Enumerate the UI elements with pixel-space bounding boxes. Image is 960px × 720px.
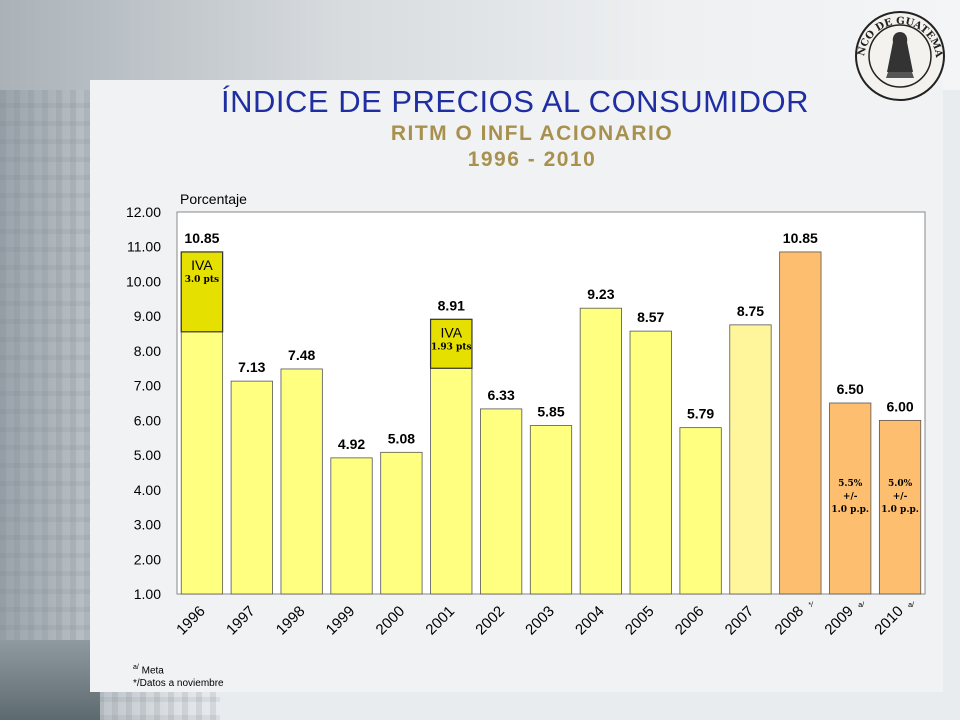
x-tick-label: 2003: [522, 603, 558, 639]
bar: [529, 425, 573, 595]
bar-value-label: 8.75: [737, 303, 764, 319]
bar-value-label: 8.91: [438, 297, 465, 313]
x-tick-label: 2002: [472, 603, 508, 639]
bar: [480, 408, 523, 595]
x-tick-label: 1997: [223, 603, 259, 639]
bar-value-label: 4.92: [338, 436, 365, 452]
y-tick-label: 11.00: [127, 239, 161, 255]
bar: [579, 307, 622, 595]
page-subtitle: RITM O INFL ACIONARIO: [390, 122, 674, 145]
x-tick-mark: a/: [908, 602, 914, 609]
bar: [679, 427, 722, 595]
bar-value-label: 7.13: [238, 359, 265, 375]
y-tick-label: 3.00: [134, 517, 161, 533]
bar: [829, 402, 872, 595]
bar-value-label: 6.33: [488, 387, 515, 403]
target-range-label: +/-: [893, 492, 908, 502]
x-tick-label: 2001: [422, 603, 458, 639]
x-tick-label: 2007: [722, 603, 758, 639]
bar: [779, 251, 822, 595]
bar-value-label: 5.85: [537, 404, 564, 420]
iva-points-label: 3.0 pts: [185, 275, 219, 285]
bar-value-label: 6.00: [886, 398, 913, 414]
x-tick-label: 1998: [273, 603, 309, 639]
target-range-label: 5.0%: [888, 479, 913, 489]
footnote-meta: a/ Meta: [133, 664, 164, 677]
bar: [280, 368, 323, 595]
bar-value-label: 7.48: [288, 347, 315, 363]
bank-seal-logo: BANCO DE GUATEMALA: [852, 8, 945, 101]
bar: [380, 451, 423, 595]
bar-value-label: 6.50: [837, 381, 864, 397]
iva-segment: [429, 318, 473, 369]
y-axis-label: Porcentaje: [180, 191, 247, 207]
y-tick-label: 5.00: [134, 447, 161, 463]
y-tick-label: 4.00: [134, 482, 161, 498]
y-tick-label: 8.00: [134, 343, 161, 359]
bar-value-label: 10.85: [184, 230, 219, 246]
x-tick-mark: a/: [858, 602, 864, 609]
x-tick-label: 2006: [672, 603, 708, 639]
x-tick-label: 1999: [323, 603, 359, 639]
x-tick-mark: */: [808, 602, 813, 609]
y-tick-label: 7.00: [134, 378, 161, 394]
y-tick-label: 6.00: [134, 412, 161, 428]
iva-label: IVA: [191, 257, 213, 273]
bar: [629, 330, 672, 595]
x-tick-label: 2005: [622, 603, 658, 639]
iva-points-label: 1.93 pts: [431, 342, 472, 352]
target-range-label: 5.5%: [838, 479, 863, 489]
y-tick-label: 1.00: [134, 586, 161, 602]
iva-segment: [180, 251, 224, 333]
bar: [330, 457, 373, 595]
page-title: ÍNDICE DE PRECIOS AL CONSUMIDOR: [221, 84, 809, 119]
y-tick-label: 2.00: [134, 551, 161, 567]
page-period: 1996 - 2010: [467, 148, 597, 171]
x-tick-label: 2004: [572, 603, 608, 639]
y-tick-label: 12.00: [126, 204, 161, 220]
bar: [878, 419, 922, 595]
bar: [729, 324, 772, 595]
footnotes: a/ Meta */Datos a noviembre: [133, 661, 224, 690]
y-tick-label: 10.00: [126, 273, 161, 289]
x-tick-label: 2009: [821, 603, 857, 639]
bar-value-label: 5.08: [388, 430, 415, 446]
x-tick-label: 2000: [373, 603, 409, 639]
target-range-label: 1.0 p.p.: [881, 505, 919, 515]
background-plaza-bottom: [0, 640, 100, 720]
bar-value-label: 10.85: [783, 230, 818, 246]
footnote-datos: */Datos a noviembre: [133, 678, 224, 690]
target-range-label: 1.0 p.p.: [831, 505, 869, 515]
bar: [230, 380, 273, 595]
bar-value-label: 5.79: [687, 406, 714, 422]
background-sky-top: [0, 0, 960, 90]
y-tick-label: 9.00: [134, 308, 161, 324]
bar-value-label: 8.57: [637, 309, 664, 325]
target-range-label: +/-: [843, 492, 858, 502]
x-tick-label: 2010: [871, 603, 907, 639]
bar-value-label: 9.23: [587, 286, 614, 302]
iva-label: IVA: [441, 324, 463, 340]
x-tick-label: 1996: [173, 603, 209, 639]
x-tick-label: 2008: [772, 603, 808, 639]
